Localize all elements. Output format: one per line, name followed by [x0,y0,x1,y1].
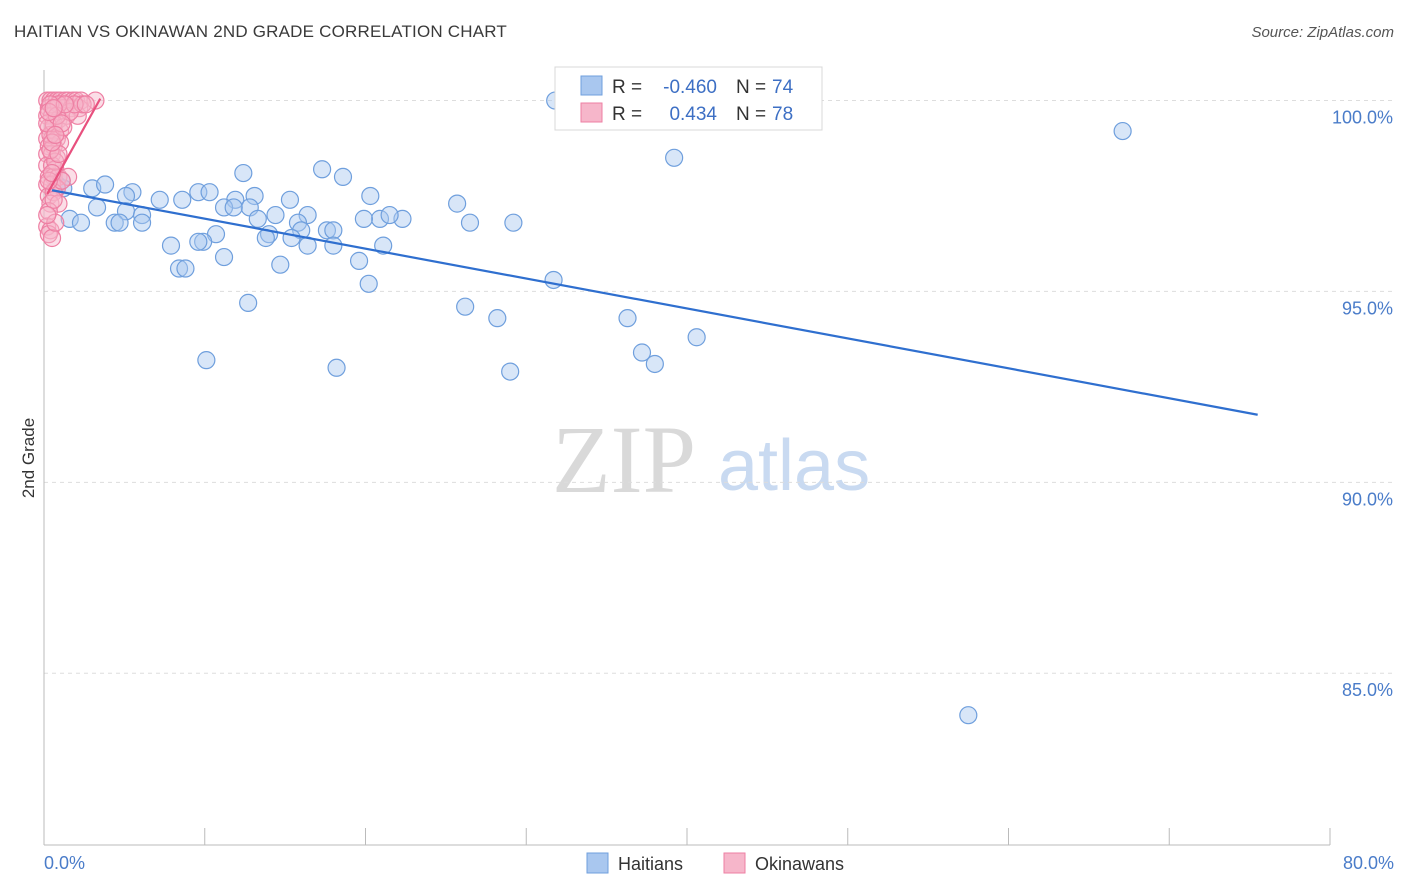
x-tick-label-min: 0.0% [44,853,85,873]
haitians-point [460,213,480,232]
trend-lines [46,98,1258,416]
haitians-point [189,232,208,251]
haitians-point [194,232,213,251]
haitians-point [245,186,264,206]
haitians-point [324,236,343,255]
haitians-point [312,160,332,179]
haitians-point [105,213,124,232]
legend-swatch-haitians [580,75,603,96]
legend-n-label-okinawans: N = [736,104,766,125]
haitians-point [266,205,285,225]
haitians-point [150,190,169,209]
y-tick-labels: 100.0% 95.0% 90.0% 85.0% [1332,108,1393,701]
haitians-point [618,309,637,328]
haitians-point [448,194,467,213]
haitians-point [200,183,219,202]
watermark-zip: ZIP [552,406,696,513]
haitians-point [271,255,290,274]
bottom-legend-swatch-okinawans [723,852,746,874]
haitians-point [169,259,189,278]
haitians-point [645,354,664,374]
haitians-point [173,190,192,209]
haitians-point [359,274,378,293]
haitians-point [324,221,343,240]
haitians-point [239,293,258,312]
haitians-point [292,221,311,240]
legend-r-value-okinawans: 0.434 [669,104,717,125]
okinawans-point [42,228,62,248]
series-legend: Haitians Okinawans [586,852,844,874]
haitians-point [282,228,301,248]
okinawans-point [52,114,71,133]
haitians-point [234,163,253,183]
okinawans-point [38,205,57,225]
haitians-point [354,209,373,228]
chart-title: HAITIAN VS OKINAWAN 2ND GRADE CORRELATIO… [14,22,508,41]
y-tick-label: 100.0% [1332,108,1393,128]
haitians-point [665,148,684,167]
haitians-point [197,351,216,370]
haitians-point [214,247,234,267]
haitians-point [380,205,399,225]
haitians-point [60,209,79,228]
haitians-point [224,198,243,217]
y-tick-label: 95.0% [1342,298,1393,318]
haitians-point [361,186,380,206]
haitians-point [317,221,337,240]
x-ticks [43,828,1331,845]
haitians-trend-line [51,189,1258,416]
haitians-point [333,167,353,186]
okinawans-point [44,99,63,118]
legend-swatch-okinawans [580,102,603,123]
legend-n-label-haitians: N = [736,77,766,98]
legend-r-label-haitians: R = [612,77,642,98]
haitians-point [214,198,234,217]
haitians-point [501,362,520,381]
legend-r-label-okinawans: R = [612,104,642,125]
okinawans-trend-line [46,98,102,195]
haitians-point [504,213,523,232]
haitians-point [456,297,475,316]
okinawans-point [46,125,65,145]
haitians-points [47,91,1132,725]
correlation-legend: R = -0.460 N = 74 R = 0.434 N = 78 [554,66,823,131]
haitians-point [544,270,563,290]
haitians-point [248,209,267,228]
haitians-point [327,358,346,377]
haitians-point [488,309,507,328]
y-tick-label: 85.0% [1342,680,1393,700]
haitians-point [632,343,652,362]
grid-lines [44,100,1394,674]
watermark-atlas: atlas [718,426,870,506]
haitians-point [370,209,390,228]
haitians-point [161,236,181,255]
y-axis-title: 2nd Grade [19,418,38,498]
okinawans-point [55,95,74,114]
haitians-point [95,175,115,194]
haitians-point [374,236,393,255]
haitians-point [280,190,300,209]
bottom-legend-label-okinawans: Okinawans [755,854,844,874]
haitians-point [176,259,195,278]
okinawans-point [76,95,95,114]
legend-n-value-okinawans: 78 [772,104,793,125]
legend-n-value-haitians: 74 [772,77,794,98]
haitians-point [132,213,152,232]
okinawans-point [49,144,68,164]
haitians-point [959,706,978,725]
x-tick-label-max: 80.0% [1343,853,1394,873]
haitians-point [71,213,91,232]
haitians-point [349,251,369,270]
haitians-point [1113,121,1132,141]
legend-r-value-haitians: -0.460 [663,77,717,98]
bottom-legend-swatch-haitians [586,852,609,874]
y-tick-label: 90.0% [1342,489,1393,509]
haitians-point [87,198,107,217]
haitians-point [110,213,129,232]
haitians-point [687,328,706,347]
haitians-point [298,205,317,225]
bottom-legend-label-haitians: Haitians [618,854,683,874]
source-label: Source: ZipAtlas.com [1251,24,1394,41]
